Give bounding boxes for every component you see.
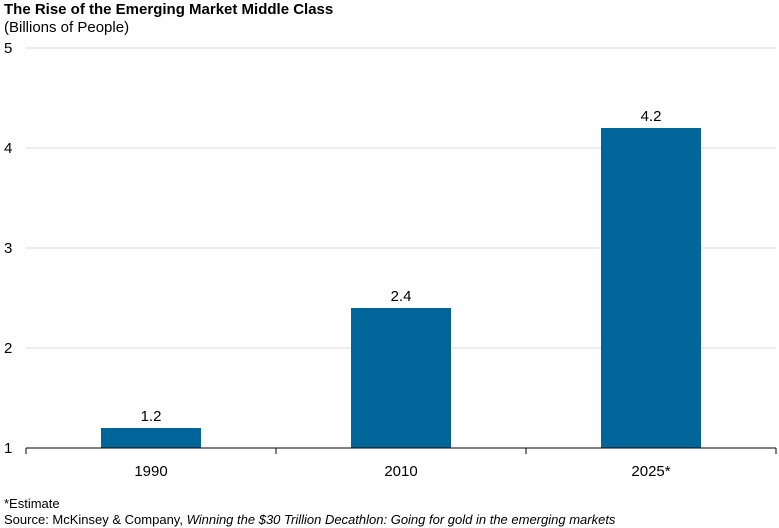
data-label: 1.2 <box>141 408 162 425</box>
footnote: *Estimate <box>4 496 60 511</box>
x-tick-label: 2025* <box>631 463 670 480</box>
x-tick-label: 2010 <box>384 463 417 480</box>
y-tick-label: 3 <box>4 240 12 257</box>
bar <box>351 308 451 448</box>
data-label: 4.2 <box>641 108 662 125</box>
y-tick-label: 4 <box>4 140 12 157</box>
bar <box>601 128 701 448</box>
bar <box>101 428 201 448</box>
chart-subtitle: (Billions of People) <box>4 19 130 36</box>
y-tick-label: 1 <box>4 440 12 457</box>
data-label: 2.4 <box>391 288 412 305</box>
y-tick-label: 5 <box>4 40 12 57</box>
y-tick-label: 2 <box>4 340 12 357</box>
source-note: Source: McKinsey & Company, Winning the … <box>4 512 615 527</box>
x-tick-label: 1990 <box>134 463 167 480</box>
chart-title: The Rise of the Emerging Market Middle C… <box>4 1 334 18</box>
source-title: Winning the $30 Trillion Decathlon: Goin… <box>186 512 616 527</box>
source-prefix: Source: McKinsey & Company, <box>4 512 187 527</box>
